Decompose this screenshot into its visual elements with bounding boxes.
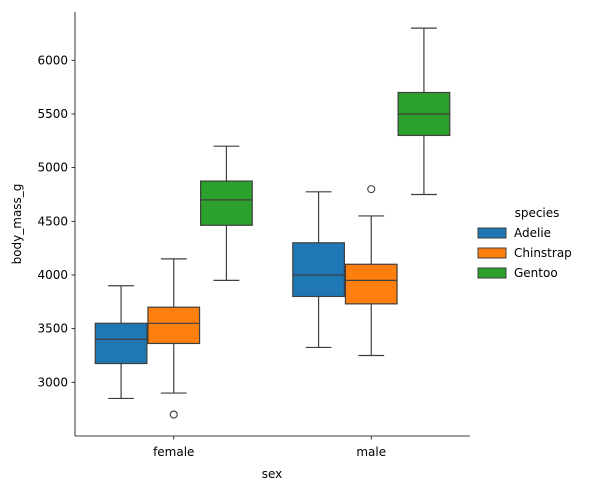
y-axis-label: body_mass_g (10, 184, 24, 265)
legend-title: species (515, 206, 560, 220)
legend: species Adelie Chinstrap Gentoo (477, 206, 572, 280)
box-iqr (344, 263, 398, 305)
x-axis-label: sex (262, 467, 283, 481)
legend-swatch-adelie (477, 227, 507, 239)
y-tick-label: 3000 (37, 375, 68, 389)
box-adelie-male (292, 191, 345, 349)
legend-swatch-chinstrap (477, 247, 507, 259)
y-tick-label: 5000 (37, 161, 68, 175)
box-gentoo-female (200, 145, 253, 281)
box-chinstrap-female (147, 258, 201, 419)
box-adelie-female (94, 285, 148, 400)
box-iqr (292, 242, 345, 298)
y-tick-label: 3500 (37, 322, 68, 336)
legend-swatch-gentoo (477, 267, 507, 279)
x-axis: female male (75, 435, 470, 459)
box-iqr (94, 322, 148, 365)
box-chinstrap-male (344, 185, 398, 357)
box-iqr (200, 180, 253, 226)
outlier-point (367, 185, 376, 194)
plot-area (94, 27, 451, 419)
y-tick-label: 4000 (37, 268, 68, 282)
y-tick-label: 6000 (37, 53, 68, 67)
x-tick-label: female (153, 445, 194, 459)
legend-label-adelie: Adelie (514, 226, 551, 240)
box-gentoo-male (397, 27, 451, 196)
y-axis: 3000 3500 4000 4500 5000 5500 6000 (37, 12, 76, 436)
x-tick-label: male (356, 445, 386, 459)
legend-label-gentoo: Gentoo (514, 266, 558, 280)
y-tick-label: 5500 (37, 107, 68, 121)
outlier-point (169, 410, 178, 419)
box-iqr (147, 306, 201, 345)
y-tick-label: 4500 (37, 214, 68, 228)
legend-label-chinstrap: Chinstrap (514, 246, 572, 260)
